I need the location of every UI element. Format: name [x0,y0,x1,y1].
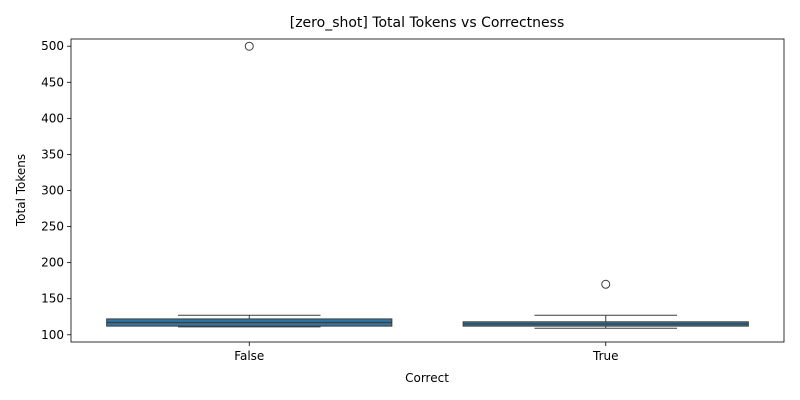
y-tick-label: 500 [41,39,64,53]
y-tick-label: 350 [41,147,64,161]
y-tick-label: 300 [41,184,64,198]
box-group-true [462,279,749,329]
y-tick-label: 450 [41,75,64,89]
x-axis-label: Correct [405,371,449,385]
y-axis: 100 150 200 250 300 350 400 450 500 [41,39,71,342]
y-tick-label: 400 [41,111,64,125]
boxes [106,41,749,329]
y-tick-label: 250 [41,220,64,234]
y-tick-label: 200 [41,256,64,270]
x-tick-label: False [234,349,264,363]
outlier-point [244,41,254,51]
y-tick-label: 150 [41,292,64,306]
y-tick-label: 100 [41,328,64,342]
chart-title: [zero_shot] Total Tokens vs Correctness [290,15,565,31]
x-axis: False True [234,342,619,363]
outlier-point [601,279,611,289]
plot-frame [70,38,785,343]
x-tick-label: True [592,349,619,363]
y-axis-label: Total Tokens [14,154,28,227]
box-group-false [106,41,393,328]
